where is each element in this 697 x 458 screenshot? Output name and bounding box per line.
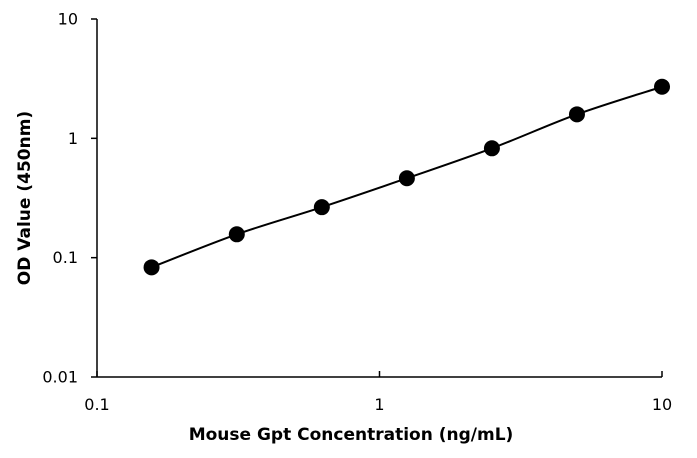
data-point	[228, 226, 245, 243]
y-tick-label: 0.1	[53, 248, 78, 267]
x-tick-label: 1	[374, 395, 384, 414]
data-point	[398, 170, 415, 187]
data-point	[143, 259, 160, 276]
y-axis-title: OD Value (450nm)	[15, 111, 35, 285]
tick-labels: 0.1 1 10 0.01 0.1 1 10	[42, 10, 672, 415]
data-point	[654, 78, 670, 95]
y-tick-label: 10	[58, 10, 78, 29]
x-axis-title: Mouse Gpt Concentration (ng/mL)	[189, 425, 514, 445]
axes	[96, 19, 662, 378]
x-tick-label: 0.1	[84, 395, 109, 414]
data-point	[313, 199, 330, 216]
data-point	[568, 106, 585, 123]
y-tick-label: 1	[68, 129, 78, 148]
series-layer	[143, 78, 670, 276]
y-tick-label: 0.01	[42, 368, 78, 387]
data-point	[483, 140, 500, 157]
ticks	[91, 18, 663, 378]
x-tick-label: 10	[652, 395, 672, 414]
